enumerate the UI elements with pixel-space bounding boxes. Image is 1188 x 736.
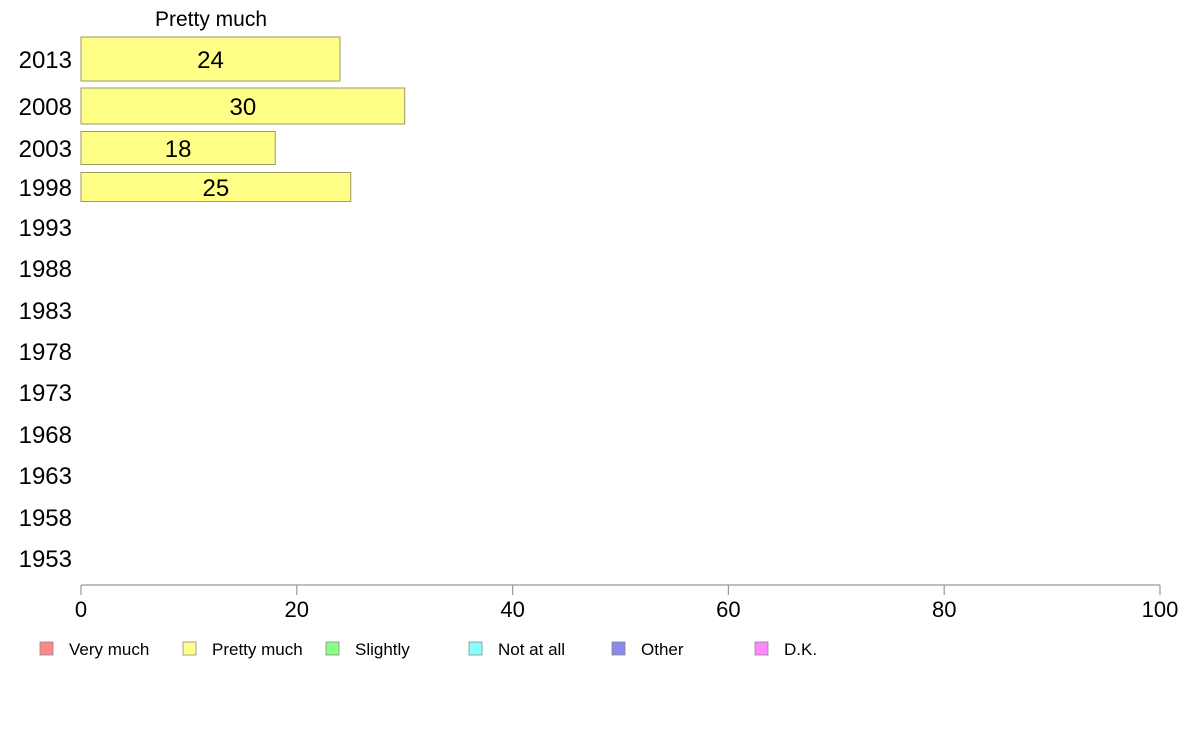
x-tick-label: 100 (1142, 597, 1179, 622)
bar-2013 (80, 36, 341, 82)
series-title: Pretty much (155, 8, 267, 31)
year-label-2013: 2013 (19, 47, 72, 74)
legend-swatch (754, 641, 769, 656)
legend-label: Slightly (355, 640, 410, 659)
year-labels: 2013 2008 2003 1998 1993 1988 1983 1978 1973 1968… (19, 47, 72, 573)
legend-swatch (182, 641, 197, 656)
year-label-1968: 1968 (19, 422, 72, 449)
legend-label: Very much (69, 640, 149, 659)
year-label-1953: 1953 (19, 546, 72, 573)
x-tick-label: 0 (75, 597, 87, 622)
legend-swatch (468, 641, 483, 656)
year-label-1998: 1998 (19, 175, 72, 202)
year-label-1973: 1973 (19, 380, 72, 407)
year-label-2003: 2003 (19, 136, 72, 163)
legend-swatch (325, 641, 340, 656)
year-label-1993: 1993 (19, 215, 72, 242)
year-label-1958: 1958 (19, 505, 72, 532)
year-label-1978: 1978 (19, 339, 72, 366)
legend-swatch (39, 641, 54, 656)
legend-label: Other (641, 640, 684, 659)
year-label-1988: 1988 (19, 256, 72, 283)
x-tick-label: 20 (285, 597, 309, 622)
bar-value-label-1998: 25 (203, 175, 230, 202)
bar-value-label-2013: 24 (197, 47, 224, 74)
bar-1998 (80, 172, 352, 202)
bar-value-label-2003: 18 (165, 136, 192, 163)
x-tick-label: 40 (500, 597, 524, 622)
bar-value-label-2008: 30 (229, 94, 256, 121)
legend-swatch (611, 641, 626, 656)
legend: Very much Pretty much Slightly Not at all Ot… (39, 640, 817, 659)
bar-2008 (80, 87, 406, 125)
legend-label: Pretty much (212, 640, 303, 659)
year-label-2008: 2008 (19, 94, 72, 121)
x-tick-label: 80 (932, 597, 956, 622)
legend-label: Not at all (498, 640, 565, 659)
year-label-1983: 1983 (19, 298, 72, 325)
x-axis: 0 20 40 60 80 100 (75, 584, 1179, 622)
bar-2003 (80, 131, 276, 165)
x-tick-label: 60 (716, 597, 740, 622)
legend-label: D.K. (784, 640, 817, 659)
year-label-1963: 1963 (19, 463, 72, 490)
